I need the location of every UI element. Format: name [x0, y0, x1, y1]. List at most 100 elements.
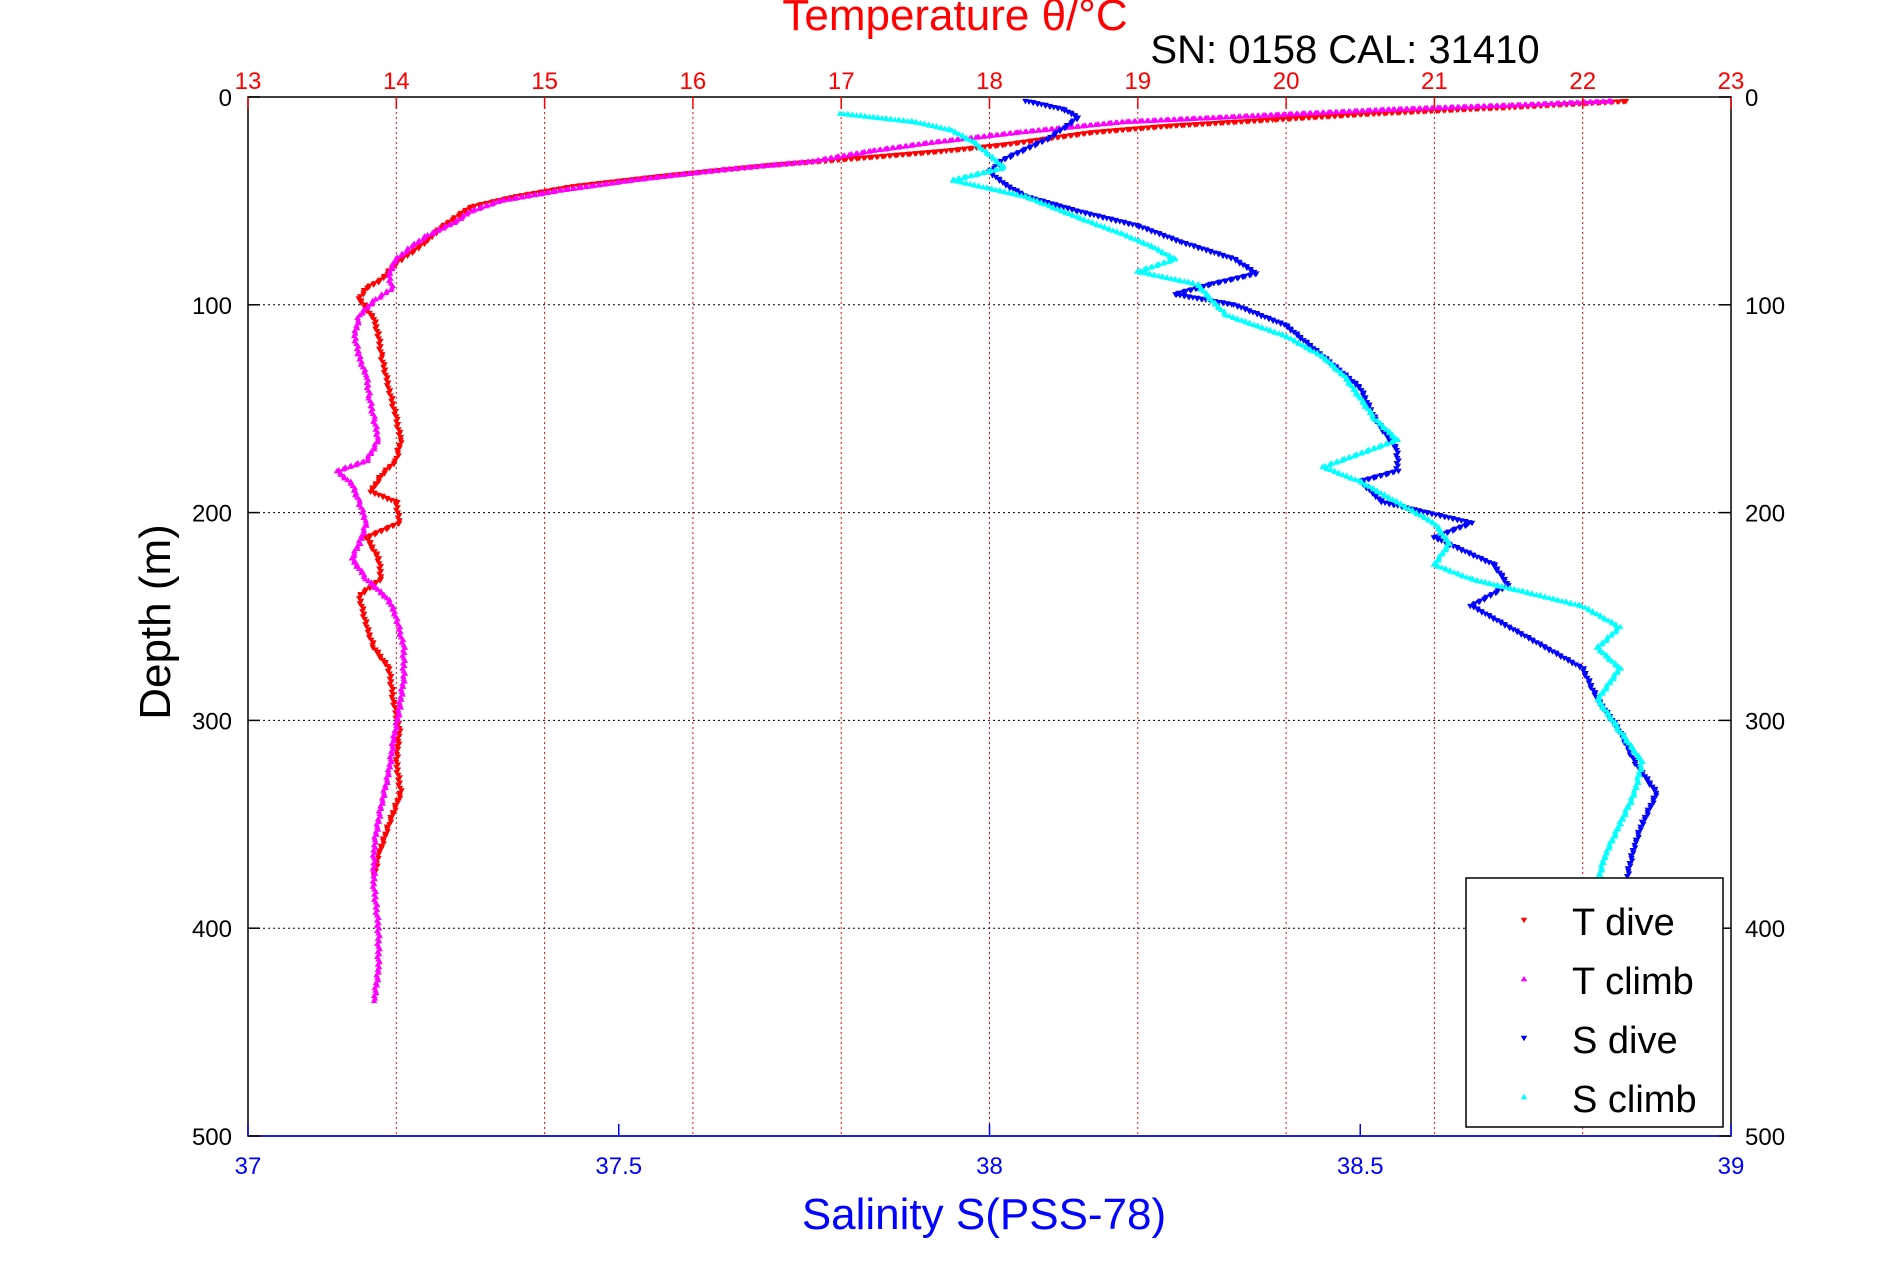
legend-label: S dive	[1572, 1020, 1678, 1062]
data-point	[1502, 584, 1510, 590]
data-point	[927, 139, 934, 145]
data-point	[1542, 594, 1549, 600]
data-point	[1005, 189, 1012, 195]
data-point	[659, 173, 667, 179]
data-point	[1609, 619, 1616, 626]
data-point	[1228, 113, 1235, 120]
data-point	[1128, 235, 1135, 241]
data-point	[1352, 382, 1359, 388]
data-point	[1593, 644, 1601, 650]
data-point	[378, 795, 386, 801]
data-point	[1514, 101, 1521, 108]
legend-label: T dive	[1572, 902, 1675, 944]
data-point	[1377, 489, 1385, 496]
data-point	[993, 131, 1000, 138]
data-point	[1111, 128, 1119, 134]
data-point	[1619, 816, 1626, 822]
data-point	[633, 176, 640, 183]
data-point	[1250, 321, 1258, 327]
data-point	[392, 258, 399, 264]
data-point	[1447, 568, 1454, 574]
data-point	[888, 144, 896, 151]
data-point	[1006, 130, 1013, 136]
series-layer	[333, 97, 1660, 1004]
data-point	[1337, 370, 1345, 377]
data-point	[1068, 121, 1075, 127]
data-point	[852, 150, 860, 156]
data-point	[1599, 649, 1607, 656]
data-point	[1014, 191, 1021, 198]
data-point	[725, 166, 732, 172]
data-point	[685, 170, 693, 176]
data-point	[1606, 656, 1613, 663]
data-point	[1153, 262, 1160, 268]
data-point	[1348, 475, 1355, 481]
data-point	[351, 327, 358, 334]
data-point	[1323, 114, 1331, 120]
legend-marker	[1520, 917, 1528, 924]
data-point	[972, 134, 980, 140]
data-point	[979, 169, 986, 176]
data-point	[1061, 125, 1069, 132]
data-point	[976, 144, 984, 151]
data-point	[376, 294, 383, 300]
data-point	[1011, 129, 1019, 136]
data-point	[1202, 114, 1209, 121]
data-point	[1256, 118, 1263, 124]
data-point	[1073, 117, 1081, 123]
data-point	[434, 227, 442, 233]
data-point	[963, 135, 970, 142]
data-point	[1259, 324, 1266, 331]
data-point	[1001, 157, 1009, 163]
data-point	[1243, 265, 1251, 272]
data-point	[360, 527, 368, 534]
data-point	[1150, 125, 1157, 131]
data-point	[1380, 111, 1388, 117]
data-point	[366, 585, 374, 592]
data-point	[1467, 103, 1474, 109]
data-point	[362, 517, 369, 523]
data-point	[1279, 116, 1286, 123]
tick-label-salinity: 39	[1718, 1153, 1745, 1180]
data-point	[1606, 679, 1614, 686]
data-point	[1336, 113, 1344, 120]
data-point	[1610, 675, 1617, 682]
data-point	[359, 459, 366, 465]
data-point	[920, 140, 927, 147]
data-point	[1131, 126, 1139, 133]
data-point	[354, 350, 361, 357]
data-point	[998, 131, 1006, 137]
tick-label-salinity: 37.5	[595, 1153, 642, 1180]
data-point	[1388, 110, 1395, 117]
data-point	[1527, 101, 1534, 107]
data-point	[1254, 112, 1261, 118]
data-point	[1381, 492, 1389, 498]
data-point	[341, 474, 348, 481]
data-point	[1267, 327, 1274, 334]
data-point	[1181, 278, 1188, 284]
data-point	[1434, 104, 1441, 111]
data-point	[845, 151, 853, 158]
data-point	[1185, 122, 1193, 129]
data-point	[397, 704, 405, 710]
data-point	[402, 248, 410, 255]
data-point	[1211, 121, 1218, 127]
data-point	[858, 149, 865, 156]
data-point	[1134, 268, 1141, 274]
data-point	[1362, 112, 1370, 118]
data-point	[1259, 112, 1267, 118]
legend-label: T climb	[1572, 961, 1694, 1003]
data-point	[1175, 116, 1183, 122]
legend: T dive T climb S dive S climb	[1465, 877, 1724, 1128]
data-point	[1323, 465, 1331, 472]
tick-label-temperature: 21	[1421, 68, 1448, 95]
data-point	[940, 137, 948, 144]
data-point	[1263, 117, 1270, 124]
data-point	[1441, 104, 1448, 110]
data-point	[365, 392, 372, 398]
data-point	[1377, 106, 1384, 113]
data-point	[1547, 100, 1554, 106]
data-point	[1442, 546, 1450, 553]
data-point	[1345, 108, 1352, 114]
tick-label-depth-right: 0	[1745, 85, 1758, 112]
